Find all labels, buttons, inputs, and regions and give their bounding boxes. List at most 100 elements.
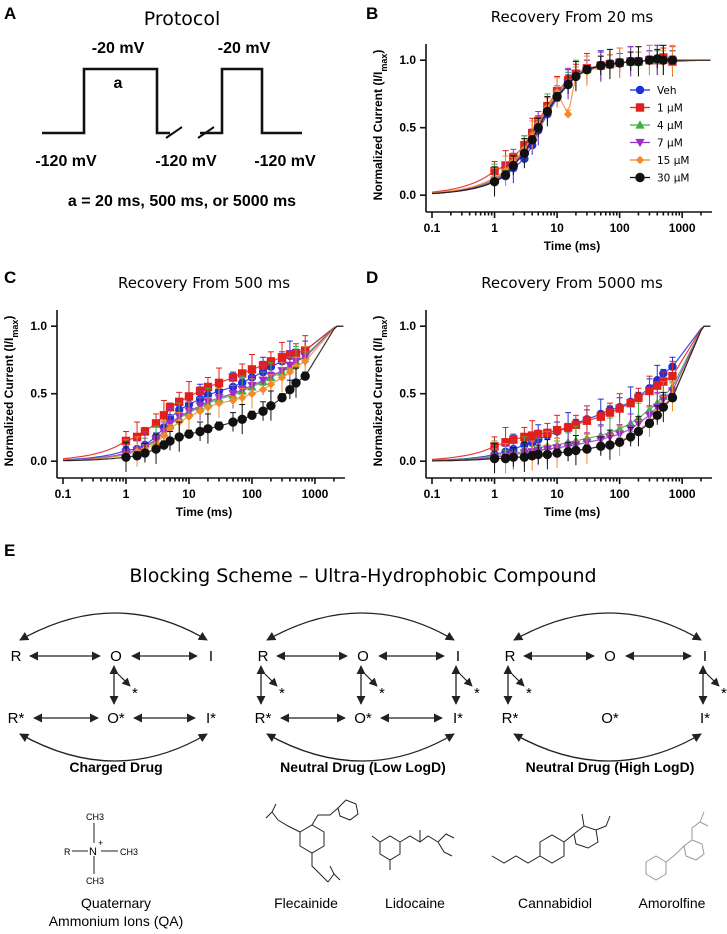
state-i: I [209, 648, 213, 665]
data-point [489, 453, 500, 464]
data-point [203, 403, 213, 412]
data-point [159, 431, 169, 440]
data-point [658, 402, 669, 412]
legend-marker [635, 172, 645, 183]
fit-curve [431, 325, 711, 461]
x-tick-label: 100 [610, 487, 630, 501]
legend-label: 4 µM [657, 120, 683, 132]
data-point [140, 448, 150, 458]
drug-title-neutral-low: Neutral Drug (Low LogD) [280, 759, 446, 775]
data-point [614, 437, 625, 447]
qa-r: R [64, 847, 71, 857]
break-mark-1 [165, 126, 183, 139]
state-o-star: O* [354, 710, 372, 727]
data-point [645, 386, 654, 396]
chart-1: Recovery From 20 ms 0.1 1 10 100 1000 0.0 0.5 1.… [371, 8, 712, 253]
trapping-arrow [117, 673, 131, 687]
data-point [596, 60, 606, 71]
data-point [571, 420, 581, 429]
hold-label-2: -120 mV [155, 153, 217, 170]
data-point [258, 376, 268, 385]
qa-n: N [89, 846, 97, 858]
data-point [214, 378, 224, 388]
state-o-star: O* [107, 710, 125, 727]
molecule-lidocaine: Lidocaine [385, 895, 445, 911]
data-point [582, 64, 592, 75]
qa-structure: R N + CH3 CH3 CH3 [64, 812, 138, 886]
state-i-star: I* [700, 710, 710, 727]
y-label-main: Normalized Current (I/I [371, 72, 385, 201]
y-label-end: ) [2, 316, 16, 320]
fit-curve [431, 325, 711, 462]
legend-label: 7 µM [657, 138, 683, 150]
state-o: O [604, 648, 616, 665]
data-point [291, 378, 301, 388]
fit-curve [431, 325, 711, 462]
y-label-end: ) [371, 316, 385, 320]
cannabidiol-structure [491, 813, 611, 864]
data-point [247, 389, 257, 398]
protocol-caption: a = 20 ms, 500 ms, or 5000 ms [68, 193, 296, 210]
trapping-star: * [526, 685, 532, 702]
transition-r-i-arc [19, 612, 208, 641]
data-point [633, 56, 644, 67]
data-point [668, 371, 677, 381]
data-point [533, 123, 543, 133]
data-point [238, 393, 247, 402]
series-1M [431, 325, 711, 460]
data-point [596, 412, 605, 421]
state-r-star: R* [255, 710, 272, 727]
data-point [658, 55, 669, 65]
data-point [534, 430, 543, 439]
state-r-star: R* [502, 710, 519, 727]
y-tick-label: 1.0 [399, 319, 416, 333]
data-point [277, 353, 287, 362]
y-tick-label: 0.0 [399, 454, 416, 468]
x-tick-label: 1 [491, 221, 498, 235]
data-point [644, 55, 655, 65]
hold-label-1: -120 mV [35, 153, 97, 170]
molecule-amorolfine: Amorolfine [639, 895, 706, 911]
y-tick-label: 0.5 [399, 387, 416, 401]
scheme-neutral-low: R O I R* O* I* * * * [255, 612, 480, 762]
data-point [300, 371, 310, 381]
data-point [285, 384, 295, 395]
y-label-main: Normalized Current (I/I [2, 338, 16, 467]
data-point [291, 362, 301, 371]
data-point [667, 393, 678, 403]
state-i: I [456, 648, 460, 665]
legend-label: Veh [657, 85, 676, 97]
transition-rs-is-arc [513, 733, 702, 762]
legend-label: 1 µM [657, 103, 683, 115]
data-point [247, 410, 257, 420]
data-point [508, 160, 519, 171]
chart-title: Recovery From 20 ms [491, 8, 654, 26]
data-point [652, 410, 662, 420]
data-point [501, 438, 510, 447]
data-point [184, 392, 194, 401]
data-point [195, 426, 205, 437]
data-point [563, 110, 573, 119]
molecule-flecainide: Flecainide [274, 895, 338, 911]
state-r: R [258, 648, 269, 665]
qa-ch3-top: CH3 [86, 812, 104, 822]
data-point [542, 449, 553, 460]
data-point [667, 55, 678, 65]
data-point [508, 452, 519, 462]
state-r: R [11, 648, 22, 665]
data-point [563, 423, 573, 432]
y-axis-label: Normalized Current (I/Imax) [371, 316, 389, 467]
state-i: I [703, 648, 707, 665]
fit-curve [431, 325, 711, 460]
data-point [121, 452, 131, 462]
data-point [184, 412, 194, 421]
legend-marker [635, 120, 645, 129]
data-point [552, 91, 562, 102]
trapping-star: * [379, 685, 385, 702]
data-point [582, 416, 592, 425]
x-tick-label: 10 [550, 221, 564, 235]
data-point [582, 444, 592, 454]
data-point [527, 135, 537, 145]
trapping-star: * [721, 685, 727, 702]
